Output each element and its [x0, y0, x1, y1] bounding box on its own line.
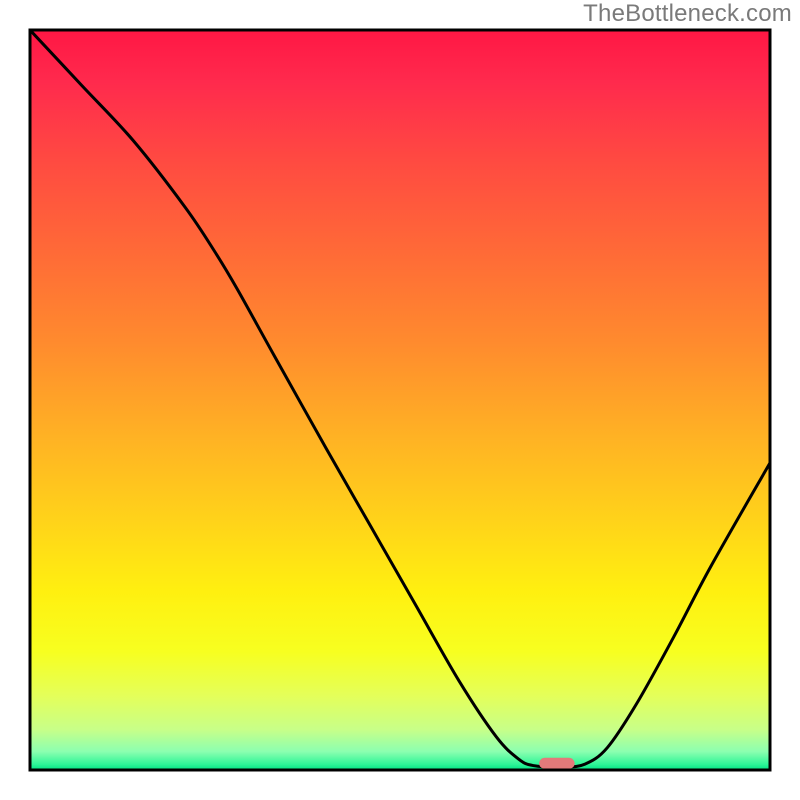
gradient-background [30, 30, 770, 770]
bottleneck-curve-chart [0, 0, 800, 800]
optimal-marker [539, 758, 575, 769]
chart-container: TheBottleneck.com [0, 0, 800, 800]
